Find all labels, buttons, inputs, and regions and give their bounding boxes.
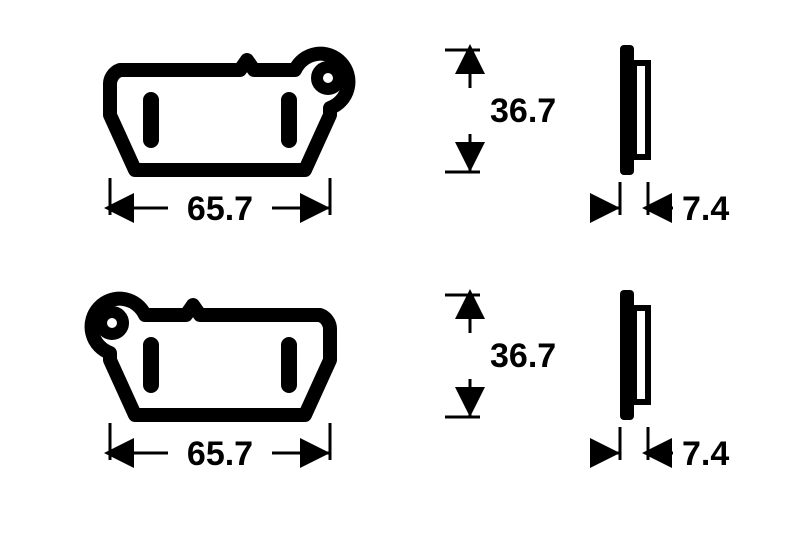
- dim-height-bottom: 36.7: [445, 295, 556, 417]
- pad-bottom-side: [620, 290, 648, 420]
- tab-hole: [101, 312, 123, 334]
- dim-width-top: 65.7: [110, 178, 330, 228]
- dim-width-bottom-label: 65.7: [187, 435, 253, 473]
- friction: [634, 308, 648, 402]
- pad-top-front: [110, 54, 348, 170]
- pad-top-side: [620, 45, 648, 175]
- dim-thick-bottom-label: 7.4: [682, 435, 729, 473]
- slot-right: [281, 337, 297, 393]
- pad-bottom-front: [92, 299, 330, 415]
- dim-width-bottom: 65.7: [110, 423, 330, 473]
- dim-height-top-label: 36.7: [490, 92, 556, 130]
- slot-right: [281, 92, 297, 148]
- dim-height-bottom-label: 36.7: [490, 337, 556, 375]
- dim-thick-top-label: 7.4: [682, 190, 729, 228]
- dim-thick-top: 7.4: [595, 182, 729, 228]
- slot-left: [143, 337, 159, 393]
- dim-width-top-label: 65.7: [187, 190, 253, 228]
- slot-left: [143, 92, 159, 148]
- friction: [634, 63, 648, 157]
- dim-thick-bottom: 7.4: [595, 427, 729, 473]
- brake-pad-diagram: 65.7 36.7 7.4 65.7: [0, 0, 800, 533]
- tab-hole: [317, 67, 339, 89]
- dim-height-top: 36.7: [445, 50, 556, 172]
